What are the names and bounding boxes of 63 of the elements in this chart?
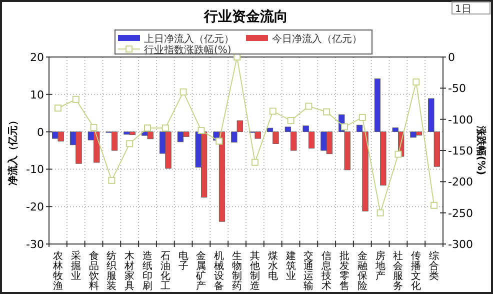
x-tick-label: 电子 bbox=[178, 250, 188, 272]
y-axis-title: 净流入（亿元） bbox=[7, 116, 19, 186]
point bbox=[430, 202, 438, 209]
point bbox=[287, 117, 294, 124]
point bbox=[54, 104, 62, 112]
y-tick-label: -10 bbox=[26, 163, 44, 176]
point bbox=[198, 127, 205, 134]
x-tick-label: 建筑业 bbox=[284, 250, 296, 282]
x-tick-label: 采掘业 bbox=[70, 250, 81, 282]
x-tick-label: 房地产 bbox=[374, 250, 386, 282]
y2-tick-label: -150 bbox=[448, 144, 473, 158]
chart-title: 行业资金流向 bbox=[203, 8, 288, 25]
x-tick-label: 批发零售 bbox=[340, 250, 350, 292]
x-tick-label: 金属矿产 bbox=[195, 250, 206, 292]
y2-tick-label: -100 bbox=[448, 113, 473, 126]
legend-label: 上日净流入（亿元） bbox=[144, 33, 234, 45]
y-tick-label: -30 bbox=[26, 238, 44, 251]
point bbox=[72, 96, 80, 103]
y2-tick-label: 0 bbox=[448, 51, 455, 64]
point bbox=[144, 124, 151, 132]
point bbox=[126, 140, 134, 148]
x-tick-label: 信息技术 bbox=[320, 250, 332, 292]
y-tick-label: -20 bbox=[26, 200, 44, 214]
y2-axis-title: 涨跌幅(%) bbox=[475, 124, 487, 176]
y2-tick-label: -300 bbox=[448, 238, 473, 251]
x-tick-label: 其他制造 bbox=[250, 250, 260, 292]
point bbox=[162, 124, 169, 132]
point bbox=[251, 158, 258, 166]
point bbox=[412, 78, 420, 86]
y-tick-label: 0 bbox=[37, 126, 44, 139]
x-tick-label: 食品饮料 bbox=[88, 250, 99, 292]
x-tick-label: 生物制药 bbox=[232, 250, 242, 292]
point bbox=[341, 123, 348, 130]
y2-tick-label: -250 bbox=[448, 206, 473, 220]
x-tick-label: 纺织服装 bbox=[106, 250, 117, 292]
x-tick-label: 木材家具 bbox=[124, 250, 135, 292]
y-tick-label: 10 bbox=[30, 88, 44, 102]
y2-tick-label: -200 bbox=[448, 176, 473, 189]
point bbox=[180, 88, 187, 96]
point bbox=[394, 150, 402, 158]
x-tick-label: 造纸印刷 bbox=[142, 250, 152, 292]
x-tick-label: 煤水电 bbox=[268, 250, 278, 282]
point bbox=[358, 114, 366, 121]
legend-label: 今日净流入（亿元） bbox=[272, 33, 362, 45]
y2-tick-label: -50 bbox=[448, 82, 466, 96]
point bbox=[376, 209, 384, 216]
point bbox=[90, 124, 98, 131]
x-tick-label: 机械设备 bbox=[214, 250, 224, 292]
legend-label: 行业指数涨跌幅(%) bbox=[144, 44, 232, 56]
x-tick-label: 交通运输 bbox=[304, 250, 314, 292]
x-tick-label: 金融保险 bbox=[357, 250, 368, 292]
point bbox=[269, 108, 276, 115]
x-tick-label: 综合类 bbox=[429, 250, 440, 282]
annotation: 1日 bbox=[452, 2, 490, 15]
point bbox=[216, 138, 223, 145]
point bbox=[108, 176, 116, 184]
x-tick-label: 农林牧渔 bbox=[52, 251, 63, 292]
x-tick-label: 石油化工 bbox=[160, 251, 170, 292]
y-tick-label: 20 bbox=[30, 51, 44, 64]
point bbox=[323, 108, 330, 116]
x-tick-label: 传播文化 bbox=[411, 251, 422, 292]
point bbox=[305, 102, 312, 110]
x-tick-label: 社会服务 bbox=[393, 250, 404, 292]
